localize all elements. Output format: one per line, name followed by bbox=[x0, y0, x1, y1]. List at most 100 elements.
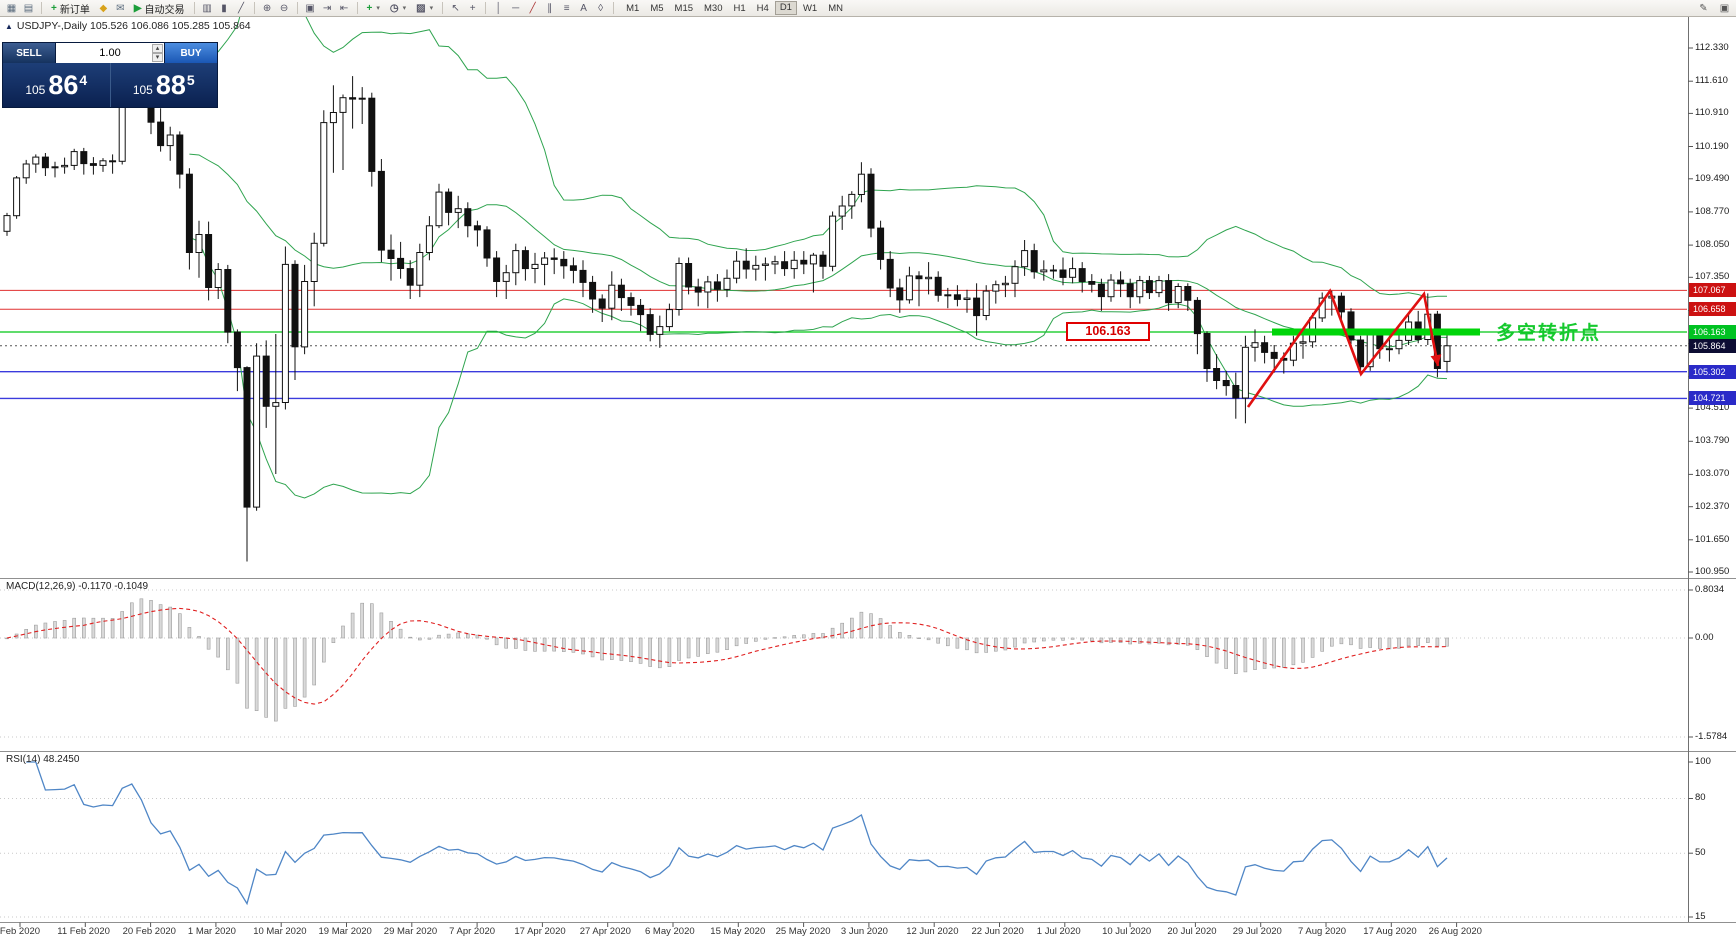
line-chart-icon[interactable]: ╱ bbox=[234, 1, 249, 15]
cursor-icon[interactable]: ↖ bbox=[448, 1, 463, 15]
toolbar-separator bbox=[442, 2, 444, 14]
toolbar-separator bbox=[296, 2, 298, 14]
toolbar-separator bbox=[613, 2, 615, 14]
chart-symbol-ohlc-label: USDJPY-,Daily 105.526 106.086 105.285 10… bbox=[16, 20, 251, 32]
templates-button[interactable]: ▨ ▾ bbox=[412, 1, 437, 15]
horizontal-line-icon[interactable]: ─ bbox=[508, 1, 523, 15]
autoscroll-icon: ⇥ bbox=[322, 2, 332, 14]
zoom-in-icon: ⊕ bbox=[262, 2, 272, 14]
tile-windows-icon[interactable]: ▣ bbox=[303, 1, 318, 15]
crosshair-icon: + bbox=[469, 2, 476, 14]
timeframe-m30[interactable]: M30 bbox=[704, 3, 723, 14]
vertical-line-icon: │ bbox=[495, 2, 502, 14]
zoom-out-icon: ⊖ bbox=[279, 2, 289, 14]
arrows-icon[interactable]: ◊ bbox=[593, 1, 608, 15]
trendline-icon[interactable]: ╱ bbox=[525, 1, 540, 15]
news-icon[interactable]: ✉ bbox=[113, 1, 128, 15]
horizontal-line-icon: ─ bbox=[512, 2, 520, 14]
toolbar-separator bbox=[193, 2, 195, 14]
autotrading-icon: ▶ bbox=[133, 2, 142, 14]
channel-icon[interactable]: ∥ bbox=[542, 1, 557, 15]
volume-down-icon[interactable]: ▾ bbox=[152, 53, 163, 62]
toolbar-items: ▦ ▤ + 新订单 ◆ ✉ ▶ 自动交易 ▥ ▮ ╱ ⊕ ⊖ ▣ ⇥ ⇤ + ▾ ◷ ▾ ▨ ▾ ↖ + │ ─ ╱ ∥ ≡ A ◊ bbox=[4, 1, 617, 16]
chart-shift-icon: ⇤ bbox=[339, 2, 349, 14]
sell-button[interactable]: SELL bbox=[3, 43, 55, 63]
periods-icon: ◷ bbox=[389, 2, 399, 14]
buy-price-prefix: 105 bbox=[132, 83, 153, 98]
timeframe-m15[interactable]: M15 bbox=[674, 3, 694, 14]
autotrading-button[interactable]: ▶ 自动交易 bbox=[130, 1, 189, 16]
bar-chart-icon[interactable]: ▥ bbox=[200, 1, 215, 15]
timeframe-d1[interactable]: D1 bbox=[774, 1, 797, 15]
tile-windows-icon: ▣ bbox=[305, 2, 315, 14]
dropdown-arrow-icon: ▾ bbox=[402, 5, 407, 12]
cursor-icon: ↖ bbox=[451, 2, 460, 14]
chart-shift-icon[interactable]: ⇤ bbox=[337, 1, 352, 15]
buy-button[interactable]: BUY bbox=[165, 43, 217, 63]
timeframe-w1[interactable]: W1 bbox=[802, 3, 818, 14]
crosshair-icon[interactable]: + bbox=[465, 1, 480, 15]
new-order-button[interactable]: + 新订单 bbox=[47, 1, 94, 16]
toolbar-separator bbox=[253, 2, 255, 14]
text-icon: A bbox=[580, 2, 587, 14]
volume-value: 1.00 bbox=[99, 47, 121, 59]
volume-up-icon[interactable]: ▴ bbox=[152, 44, 163, 53]
timeframe-h4[interactable]: H4 bbox=[756, 3, 769, 14]
one-click-toggle-icon[interactable]: ▲ bbox=[5, 21, 13, 31]
periods-button[interactable]: ◷ ▾ bbox=[386, 1, 410, 15]
profiles-icon: ▤ bbox=[23, 2, 34, 14]
toolbar-separator bbox=[356, 2, 358, 14]
new-chart-icon[interactable]: ▦ bbox=[4, 1, 19, 15]
price-callout[interactable]: 106.163 bbox=[1066, 322, 1150, 341]
autoscroll-icon[interactable]: ⇥ bbox=[320, 1, 335, 15]
new-order-button-label: 新订单 bbox=[59, 4, 90, 16]
rsi-indicator-label: RSI(14) 48.2450 bbox=[6, 754, 80, 765]
edit-icon[interactable]: ✎ bbox=[1699, 2, 1708, 14]
vertical-line-icon[interactable]: │ bbox=[491, 1, 506, 15]
sell-price-big: 86 bbox=[48, 70, 79, 100]
toolbar: ▦ ▤ + 新订单 ◆ ✉ ▶ 自动交易 ▥ ▮ ╱ ⊕ ⊖ ▣ ⇥ ⇤ + ▾ ◷ ▾ ▨ ▾ ↖ + │ ─ ╱ ∥ ≡ A ◊ M1 M… bbox=[0, 0, 1736, 17]
buy-price-display[interactable]: 105 88 5 bbox=[110, 63, 217, 107]
zoom-in-icon[interactable]: ⊕ bbox=[260, 1, 275, 15]
windows-icon[interactable]: ▣ bbox=[1719, 2, 1730, 14]
dropdown-arrow-icon: ▾ bbox=[429, 5, 434, 12]
news-icon: ✉ bbox=[116, 2, 125, 14]
channel-icon: ∥ bbox=[547, 2, 553, 14]
macd-indicator-label: MACD(12,26,9) -0.1170 -0.1049 bbox=[6, 581, 149, 592]
timeframe-h1[interactable]: H1 bbox=[733, 3, 746, 14]
timeframe-m5[interactable]: M5 bbox=[650, 3, 664, 14]
dropdown-arrow-icon: ▾ bbox=[376, 5, 380, 12]
candlestick-chart-icon[interactable]: ▮ bbox=[217, 1, 232, 15]
metaeditor-icon: ◆ bbox=[99, 2, 108, 14]
one-click-trading-panel: SELL 1.00 ▴ ▾ BUY 105 86 4 105 88 5 bbox=[2, 42, 218, 108]
arrows-icon: ◊ bbox=[598, 2, 604, 14]
profiles-icon[interactable]: ▤ bbox=[21, 1, 36, 15]
templates-icon: ▨ bbox=[416, 2, 426, 14]
text-icon[interactable]: A bbox=[576, 1, 591, 15]
new-order-icon: + bbox=[51, 2, 57, 14]
trendline-icon: ╱ bbox=[529, 2, 536, 14]
zoom-out-icon[interactable]: ⊖ bbox=[277, 1, 292, 15]
sell-price-pip: 4 bbox=[79, 72, 88, 88]
sell-price-display[interactable]: 105 86 4 bbox=[3, 63, 110, 107]
toolbar-separator bbox=[41, 2, 42, 14]
indicators-icon: + bbox=[366, 2, 373, 14]
bar-chart-icon: ▥ bbox=[202, 2, 212, 14]
chart-header: ▲ USDJPY-,Daily 105.526 106.086 105.285 … bbox=[5, 20, 251, 32]
volume-spinner: ▴ ▾ bbox=[152, 44, 163, 62]
volume-input[interactable]: 1.00 ▴ ▾ bbox=[55, 43, 165, 63]
pivot-annotation[interactable]: 多空转折点 bbox=[1496, 323, 1602, 344]
toolbar-right-icons: ✎ ▣ bbox=[1696, 1, 1732, 15]
timeframe-bar: M1 M5 M15 M30 H1 H4 D1 W1 MN bbox=[621, 1, 848, 15]
timeframe-mn[interactable]: MN bbox=[828, 3, 843, 14]
toolbar-separator bbox=[485, 2, 487, 14]
timeframe-m1[interactable]: M1 bbox=[626, 3, 640, 14]
metaeditor-icon[interactable]: ◆ bbox=[96, 1, 111, 15]
candlestick-chart-icon: ▮ bbox=[221, 2, 227, 14]
line-chart-icon: ╱ bbox=[238, 2, 245, 14]
indicators-button[interactable]: + ▾ bbox=[363, 1, 384, 15]
sell-price-prefix: 105 bbox=[25, 83, 46, 98]
fibonacci-icon[interactable]: ≡ bbox=[559, 1, 574, 15]
buy-price-pip: 5 bbox=[186, 72, 195, 88]
